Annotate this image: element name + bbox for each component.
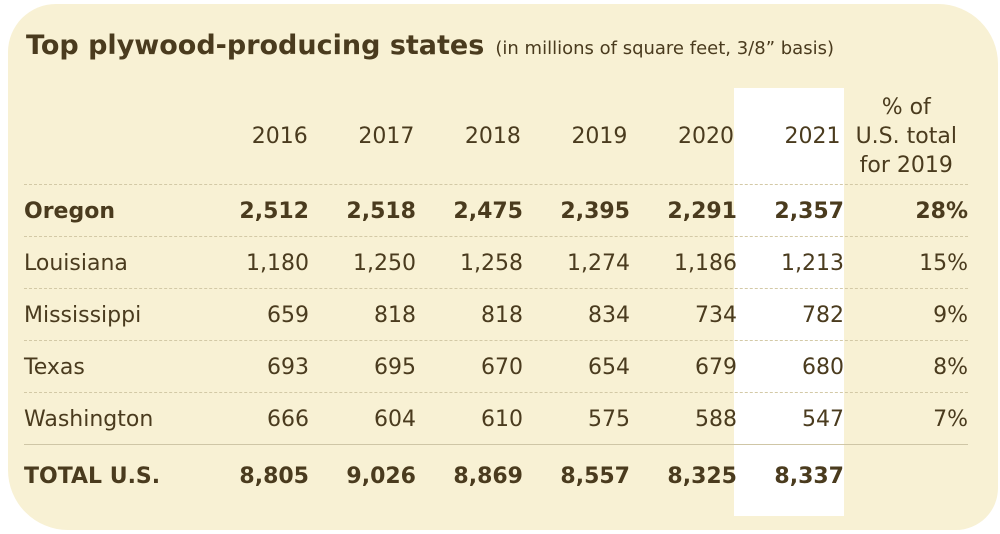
- chart-title: Top plywood-producing states: [26, 30, 485, 61]
- value-cell: 734: [695, 302, 737, 328]
- pct-column-header: % of U.S. total for 2019: [845, 93, 968, 180]
- value-cell: 834: [588, 302, 630, 328]
- table-row: Texas 693 695 670 654 679 680 8%: [24, 341, 968, 393]
- state-label: Texas: [24, 354, 85, 380]
- column-header: 2017: [358, 124, 415, 149]
- value-cell: 782: [802, 302, 844, 328]
- value-cell: 818: [481, 302, 523, 328]
- value-cell: 2,512: [239, 198, 309, 224]
- pct-header-line: U.S. total: [855, 124, 957, 149]
- value-cell: 610: [481, 406, 523, 432]
- pct-cell: 15%: [919, 250, 968, 276]
- column-header: 2019: [571, 124, 628, 149]
- value-cell: 659: [267, 302, 309, 328]
- total-cell: 8,557: [560, 464, 630, 489]
- value-cell: 654: [588, 354, 630, 380]
- state-label: Mississippi: [24, 302, 142, 328]
- total-row: TOTAL U.S. 8,805 9,026 8,869 8,557 8,325…: [24, 445, 968, 508]
- value-cell: 695: [374, 354, 416, 380]
- value-cell: 2,395: [560, 198, 630, 224]
- value-cell: 2,357: [774, 198, 844, 224]
- total-cell: 9,026: [346, 464, 416, 489]
- value-cell: 575: [588, 406, 630, 432]
- data-table: 2016 2017 2018 2019 2020 2021 % of U.S. …: [24, 88, 968, 508]
- column-header: 2020: [677, 124, 734, 149]
- table-row: Louisiana 1,180 1,250 1,258 1,274 1,186 …: [24, 237, 968, 289]
- pct-cell: 9%: [933, 302, 968, 328]
- value-cell: 588: [695, 406, 737, 432]
- value-cell: 2,518: [346, 198, 416, 224]
- value-cell: 1,213: [781, 250, 844, 276]
- column-header: 2018: [464, 124, 521, 149]
- value-cell: 2,475: [453, 198, 523, 224]
- pct-cell: 28%: [915, 198, 968, 224]
- value-cell: 1,274: [567, 250, 630, 276]
- total-cell: 8,869: [453, 464, 523, 489]
- total-label: TOTAL U.S.: [24, 464, 161, 489]
- column-header: 2021: [784, 124, 841, 149]
- value-cell: 2,291: [667, 198, 737, 224]
- chart-title-row: Top plywood-producing states (in million…: [26, 30, 834, 61]
- chart-subtitle: (in millions of square feet, 3/8” basis): [495, 38, 834, 59]
- value-cell: 680: [802, 354, 844, 380]
- value-cell: 1,258: [460, 250, 523, 276]
- value-cell: 679: [695, 354, 737, 380]
- value-cell: 1,186: [674, 250, 737, 276]
- total-cell: 8,805: [239, 464, 309, 489]
- value-cell: 604: [374, 406, 416, 432]
- pct-cell: 8%: [933, 354, 968, 380]
- pct-header-line: for 2019: [859, 153, 953, 178]
- value-cell: 818: [374, 302, 416, 328]
- pct-header-line: % of: [881, 95, 931, 120]
- value-cell: 1,250: [353, 250, 416, 276]
- value-cell: 547: [802, 406, 844, 432]
- table-row: Washington 666 604 610 575 588 547 7%: [24, 393, 968, 445]
- header-row: 2016 2017 2018 2019 2020 2021 % of U.S. …: [24, 88, 968, 185]
- table-row: Oregon 2,512 2,518 2,475 2,395 2,291 2,3…: [24, 185, 968, 237]
- total-cell: 8,325: [667, 464, 737, 489]
- value-cell: 693: [267, 354, 309, 380]
- total-cell: 8,337: [774, 464, 844, 489]
- state-label: Washington: [24, 406, 154, 432]
- state-label: Louisiana: [24, 250, 128, 276]
- value-cell: 670: [481, 354, 523, 380]
- pct-cell: 7%: [933, 406, 968, 432]
- column-header: 2016: [251, 124, 308, 149]
- value-cell: 1,180: [246, 250, 309, 276]
- value-cell: 666: [267, 406, 309, 432]
- state-label: Oregon: [24, 198, 115, 224]
- table-row: Mississippi 659 818 818 834 734 782 9%: [24, 289, 968, 341]
